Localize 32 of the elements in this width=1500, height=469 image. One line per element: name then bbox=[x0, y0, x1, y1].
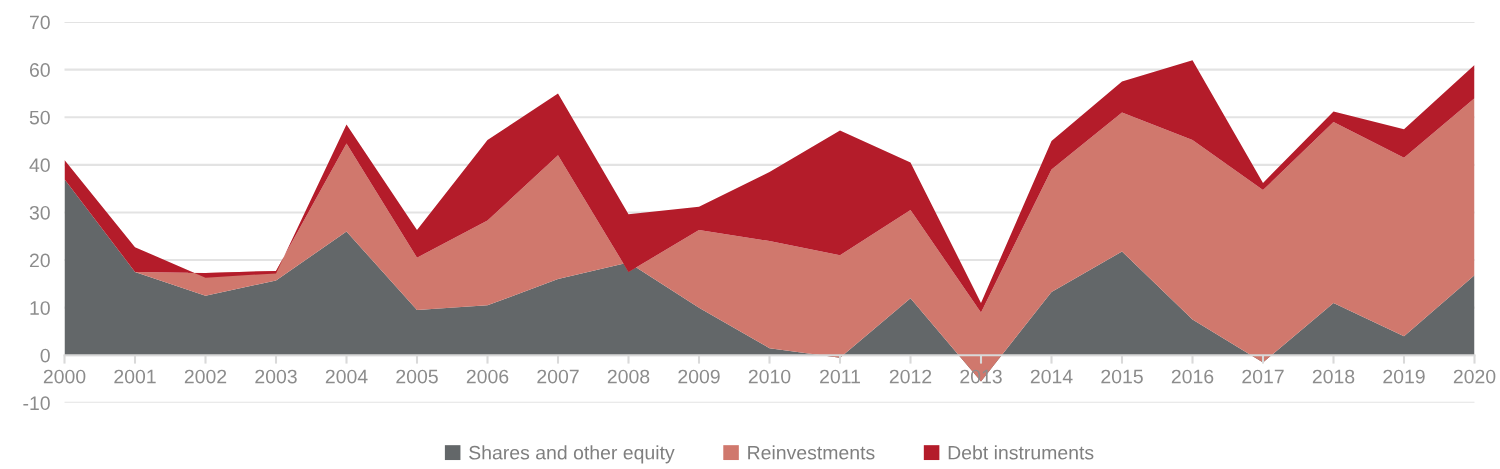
y-tick-label: 10 bbox=[30, 301, 50, 315]
y-tick-label: 40 bbox=[29, 158, 50, 173]
y-tick-label: 60 bbox=[29, 63, 50, 77]
x-tick-label: 2011 bbox=[820, 369, 860, 384]
legend-label: Debt instruments bbox=[948, 445, 1094, 460]
y-tick-label: 50 bbox=[29, 110, 50, 125]
x-tick-label: 2014 bbox=[1030, 369, 1073, 384]
x-tick-label: 2019 bbox=[1383, 369, 1425, 384]
x-tick-label: 2006 bbox=[466, 369, 509, 384]
x-tick-label: 2015 bbox=[1101, 369, 1143, 384]
x-tick-label: 2017 bbox=[1242, 369, 1284, 384]
y-tick-label: 20 bbox=[29, 253, 50, 268]
x-tick-label: 2003 bbox=[255, 369, 297, 384]
x-tick-label: 2001 bbox=[114, 369, 156, 384]
legend-label: Shares and other equity bbox=[469, 445, 675, 464]
x-tick-label: 2016 bbox=[1171, 369, 1214, 384]
y-tick-label: 30 bbox=[29, 205, 50, 220]
x-tick-label: 2004 bbox=[325, 369, 368, 384]
x-tick-label: 2010 bbox=[748, 369, 791, 384]
legend-label: Reinvestments bbox=[748, 445, 875, 460]
x-tick-label: 2020 bbox=[1453, 369, 1496, 384]
x-tick-label: 2005 bbox=[396, 369, 438, 384]
x-tick-label: 2002 bbox=[184, 369, 227, 384]
x-tick-label: 2007 bbox=[537, 369, 579, 384]
y-tick-label: 70 bbox=[29, 15, 50, 30]
x-tick-label: 2000 bbox=[43, 369, 86, 384]
y-tick-label: 0 bbox=[40, 348, 50, 363]
x-tick-label: 2008 bbox=[607, 369, 650, 384]
x-tick-label: 2012 bbox=[889, 369, 932, 384]
x-tick-label: 2009 bbox=[678, 369, 720, 384]
y-tick-label: -10 bbox=[23, 396, 50, 411]
x-tick-label: 2018 bbox=[1312, 369, 1355, 384]
